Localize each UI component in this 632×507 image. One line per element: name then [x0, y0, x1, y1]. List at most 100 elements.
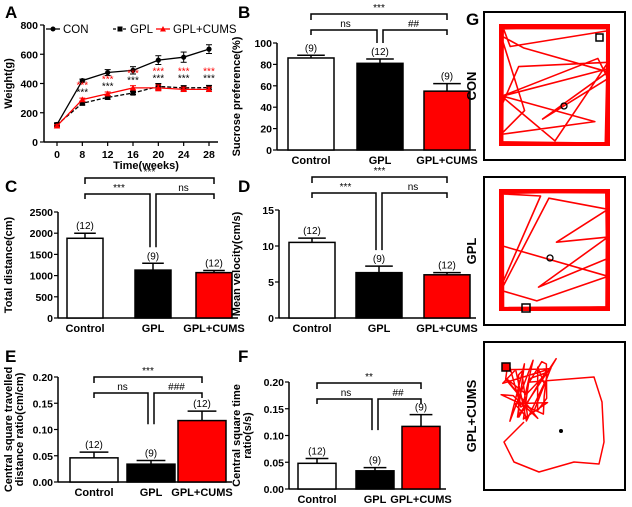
sig-stars-red: *** — [178, 67, 190, 78]
sig-bracket-right — [382, 29, 448, 44]
data-point — [205, 86, 213, 92]
sig-stars-black: *** — [102, 81, 114, 92]
sig-stars-black: *** — [127, 76, 139, 87]
locomotion-track-perimeter — [499, 189, 610, 311]
sample-size-label: (9) — [373, 254, 385, 265]
bar-gpl — [355, 271, 403, 319]
x-tick-label: GPL+CUMS — [390, 494, 451, 506]
y-axis-label: Total distance(cm) — [3, 216, 15, 313]
sample-size-label: (12) — [308, 447, 326, 458]
sample-size-label: (9) — [441, 72, 453, 83]
sig-label-left: *** — [113, 183, 125, 194]
sig-label-right: ns — [178, 183, 189, 194]
y-axis-label: Central square travelled — [3, 367, 15, 492]
data-point — [181, 54, 187, 60]
y-tick-label: 0 — [268, 313, 274, 325]
y-tick-label: 15 — [262, 205, 274, 217]
bar-control — [66, 237, 104, 319]
data-point — [206, 46, 212, 52]
y-tick-label: 2000 — [30, 228, 54, 240]
x-tick-label: GPL — [369, 155, 392, 167]
y-tick-label: 0.05 — [264, 457, 285, 469]
bar-gpl-cums — [401, 425, 441, 490]
y-tick-label: 800 — [20, 20, 38, 32]
data-point — [155, 57, 161, 63]
sample-size-label: (9) — [305, 43, 317, 54]
bar-gpl-cums — [195, 271, 233, 319]
x-tick-label: 12 — [102, 149, 114, 161]
x-tick-label: GPL — [364, 494, 387, 506]
y-tick-label: 20 — [260, 124, 272, 136]
x-tick-label: 8 — [79, 149, 85, 161]
end-marker — [546, 254, 554, 262]
bar-gpl — [134, 269, 172, 319]
y-tick-label: 0.00 — [264, 484, 285, 496]
panel-label-b: B — [238, 3, 250, 22]
sample-size-label: (12) — [438, 261, 456, 272]
sig-bracket-left — [310, 29, 378, 44]
sample-size-label: (9) — [147, 251, 159, 262]
sig-stars-red: *** — [203, 67, 215, 78]
data-point — [79, 96, 86, 103]
sig-bracket-outer — [93, 376, 203, 383]
locomotion-track-perimeter — [499, 24, 610, 146]
sig-label-right: ## — [392, 388, 404, 399]
sample-size-label: (12) — [85, 440, 103, 451]
y-tick-label: 60 — [260, 81, 272, 93]
y-tick-label: 400 — [20, 79, 38, 91]
panel-label-a: A — [5, 3, 17, 22]
y-axis-label: Mean velocity(cm/s) — [231, 211, 243, 316]
x-tick-label: Control — [74, 487, 113, 499]
sig-label-left: *** — [340, 182, 352, 193]
x-tick-label: Control — [292, 323, 331, 335]
sig-bracket-right — [153, 392, 203, 425]
sig-label-left: ns — [117, 382, 128, 393]
y-tick-label: 0.15 — [264, 404, 285, 416]
sample-size-label: (9) — [145, 448, 157, 459]
legend-label: GPL — [130, 24, 154, 36]
x-tick-label: GPL+CUMS — [416, 323, 477, 335]
sig-stars-black: *** — [178, 74, 190, 85]
x-axis-label: Time(weeks) — [113, 160, 179, 172]
y-tick-label: 2500 — [30, 207, 54, 219]
sig-bracket-right — [377, 398, 422, 431]
bar-gpl — [356, 62, 404, 151]
x-tick-label: Control — [65, 323, 104, 335]
bar-gpl-cums — [177, 419, 227, 483]
group-label: CON — [464, 72, 479, 101]
sig-label-right: ### — [168, 382, 185, 393]
y-tick-label: 0 — [47, 313, 53, 325]
y-tick-label: 0.05 — [33, 451, 54, 463]
panel-label-c: C — [5, 177, 17, 196]
y-axis-label: distance ratio(cm/cm) — [14, 372, 26, 486]
x-tick-label: GPL — [368, 323, 391, 335]
legend-marker — [160, 26, 166, 32]
sig-label-right: ns — [408, 182, 419, 193]
end-marker — [559, 429, 563, 433]
start-marker — [595, 33, 604, 42]
sample-size-label: (9) — [369, 456, 381, 467]
x-tick-label: 16 — [127, 149, 139, 161]
data-point — [130, 67, 136, 73]
bar-gpl — [355, 470, 395, 490]
y-tick-label: 0.20 — [33, 372, 54, 384]
x-tick-label: GPL+CUMS — [171, 487, 232, 499]
bar-gpl-cums — [423, 274, 471, 319]
panel-label-d: D — [238, 177, 250, 196]
sig-label-left: ns — [341, 388, 352, 399]
data-point — [79, 77, 85, 84]
data-point — [105, 69, 111, 76]
data-point — [104, 90, 111, 97]
sig-label-outer: *** — [374, 166, 386, 177]
sig-label-outer: *** — [142, 366, 154, 377]
sig-label-left: ns — [340, 19, 351, 30]
sig-bracket-outer — [316, 382, 422, 389]
x-tick-label: 24 — [178, 149, 190, 161]
data-point — [79, 100, 85, 106]
x-tick-label: 20 — [152, 149, 164, 161]
bar-control — [288, 241, 336, 319]
bar-control — [69, 457, 119, 483]
panel-label-f: F — [238, 347, 248, 366]
y-tick-label: 0.10 — [264, 431, 285, 443]
